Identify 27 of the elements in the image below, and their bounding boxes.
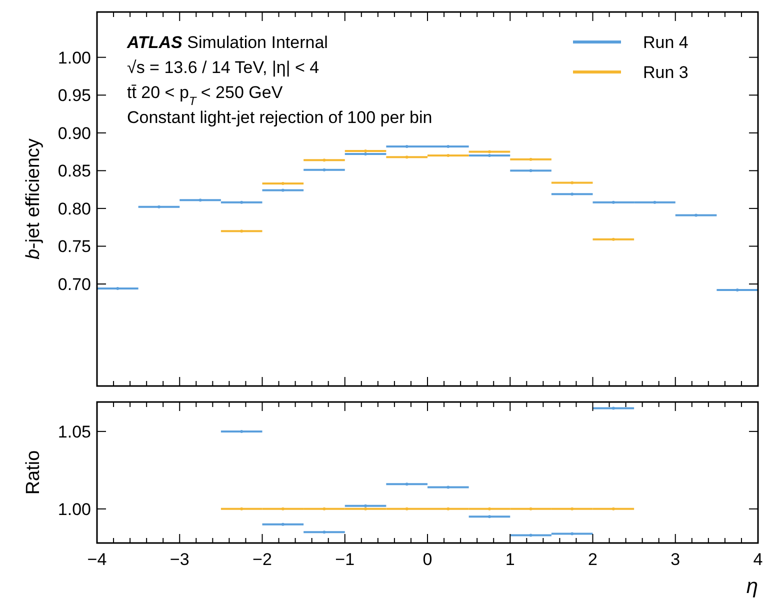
x-tick-label: 2 — [588, 550, 598, 569]
y-tick-label: 0.80 — [58, 199, 91, 218]
x-tick-label: −4 — [87, 550, 107, 569]
annotation: √s = 13.6 / 14 TeV, |η| < 4 — [127, 58, 320, 77]
y-axis-title: b-jet efficiency — [23, 138, 44, 260]
y-tick-label: 0.70 — [58, 275, 91, 294]
x-tick-label: −3 — [170, 550, 190, 569]
x-tick-label: 0 — [422, 550, 432, 569]
legend-label: Run 3 — [643, 63, 688, 82]
y-tick-label: 0.75 — [58, 237, 91, 256]
annotation: ATLAS Simulation Internal — [126, 33, 328, 52]
x-axis-title: η — [746, 575, 758, 598]
legend-label: Run 4 — [643, 33, 688, 52]
y-tick-label: 0.95 — [58, 86, 91, 106]
y-tick-label: 1.00 — [58, 500, 91, 519]
y-tick-label: 1.00 — [58, 48, 91, 68]
x-tick-label: −2 — [252, 550, 272, 569]
x-tick-label: −1 — [335, 550, 355, 569]
y-axis-title: Ratio — [23, 450, 44, 495]
annotation: Constant light-jet rejection of 100 per bin — [127, 108, 432, 127]
annotation: tt̄ 20 < p$_{T}$ < 250 GeV — [127, 83, 284, 108]
y-tick-label: 0.85 — [58, 162, 91, 181]
y-tick-label: 0.90 — [58, 124, 91, 143]
x-tick-label: 3 — [670, 550, 680, 569]
x-tick-label: 4 — [753, 550, 763, 569]
x-tick-label: 1 — [505, 550, 515, 569]
y-tick-label: 1.05 — [58, 422, 91, 442]
